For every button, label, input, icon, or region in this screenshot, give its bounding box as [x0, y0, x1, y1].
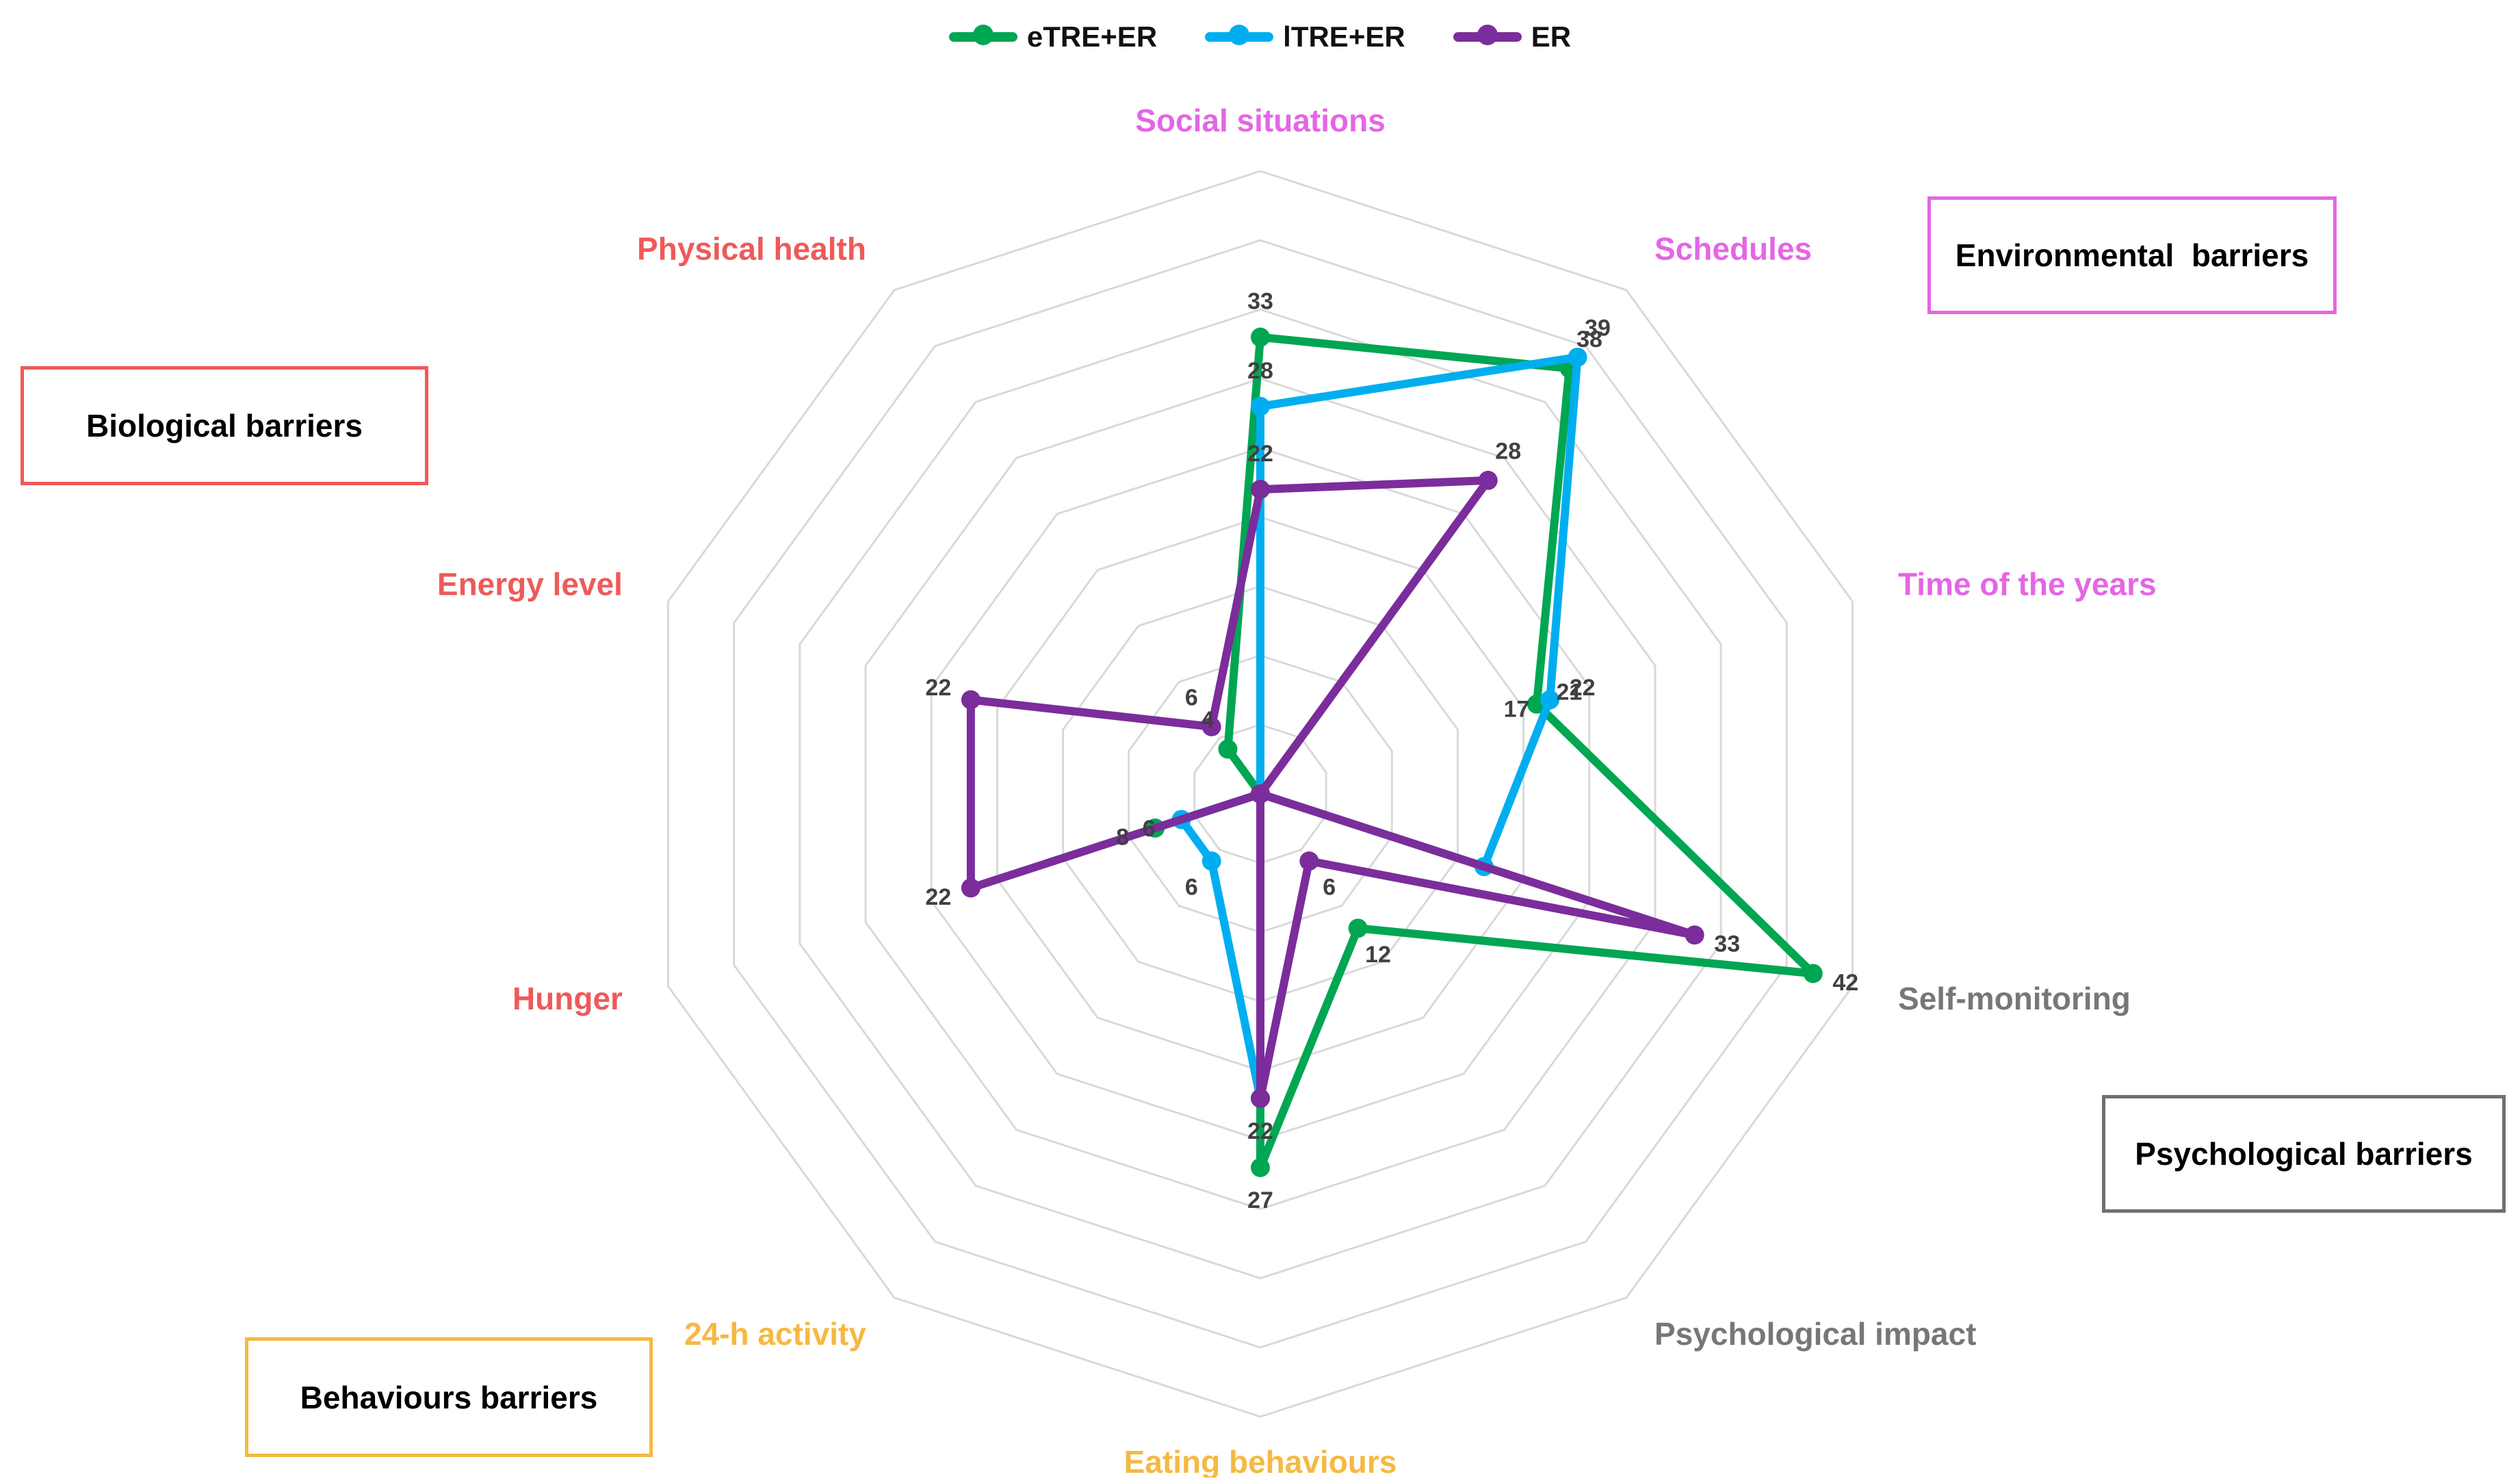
- value-label-7: 22: [1570, 675, 1596, 701]
- legend-swatch-ltre: [1205, 25, 1274, 45]
- value-label-4: 38: [1576, 326, 1602, 352]
- value-label-15: 6: [1185, 875, 1198, 901]
- category-label-5: Eating behaviours: [1124, 1444, 1397, 1478]
- legend-item-etre: eTRE+ER: [948, 21, 1158, 53]
- series-2-point-1: [1478, 470, 1498, 490]
- legend-swatch-etre: [948, 25, 1017, 45]
- series-0-point-3: [1803, 964, 1823, 983]
- category-label-3: Self-monitoring: [1898, 981, 2131, 1016]
- value-label-2: 22: [1247, 441, 1273, 467]
- series-0-point-9: [1218, 739, 1238, 759]
- series-1-point-6: [1201, 851, 1221, 871]
- category-label-4: Psychological impact: [1654, 1316, 1976, 1352]
- value-label-16: 8: [1116, 824, 1129, 850]
- group-box-psychological: Psychological barriers: [2102, 1095, 2506, 1213]
- series-2-point-8: [961, 690, 980, 710]
- group-box-environmental: Environmental barriers: [1927, 196, 2337, 314]
- group-box-behaviours: Behaviours barriers: [245, 1337, 653, 1457]
- series-1-point-0: [1251, 396, 1270, 416]
- legend-label-etre: eTRE+ER: [1026, 21, 1158, 53]
- group-box-biological: Biological barriers: [21, 366, 428, 485]
- category-label-7: Hunger: [512, 981, 623, 1016]
- series-2-point-6: [1251, 784, 1270, 803]
- series-line-1: [1177, 352, 1582, 1103]
- legend-label-ltre: lTRE+ER: [1283, 21, 1405, 53]
- category-label-8: Energy level: [437, 566, 623, 602]
- value-label-3: 39: [1585, 315, 1611, 341]
- category-label-2: Time of the years: [1898, 566, 2157, 602]
- value-label-0: 33: [1247, 289, 1273, 315]
- value-label-13: 27: [1247, 1187, 1273, 1213]
- value-label-12: 6: [1323, 875, 1336, 901]
- grid-ring-6: [864, 377, 1657, 1211]
- series-line-2: [966, 476, 1699, 1103]
- series-2-point-0: [1251, 480, 1270, 500]
- value-label-19: 22: [925, 675, 951, 701]
- category-label-9: Physical health: [637, 231, 866, 266]
- series-2-point-5: [1251, 1088, 1270, 1108]
- series-0-point-5: [1251, 1158, 1270, 1177]
- group-label-psychological: Psychological barriers: [2135, 1136, 2473, 1172]
- legend-item-ltre: lTRE+ER: [1205, 21, 1405, 53]
- group-label-biological: Biological barriers: [86, 408, 363, 443]
- value-label-11: 12: [1365, 942, 1391, 968]
- series-2-point-9: [1201, 717, 1221, 736]
- value-label-14: 22: [1247, 1118, 1273, 1144]
- value-label-5: 28: [1495, 438, 1521, 464]
- category-label-6: 24-h activity: [684, 1316, 866, 1352]
- grid-ring-8: [733, 239, 1788, 1349]
- value-label-9: 42: [1832, 970, 1858, 996]
- series-2-point-4: [1299, 851, 1319, 871]
- grid-ring-9: [667, 170, 1854, 1418]
- series-2-point-7: [961, 878, 980, 898]
- value-label-18: 22: [925, 884, 951, 910]
- series-0-point-0: [1251, 327, 1270, 347]
- value-label-8: 17: [1504, 696, 1530, 722]
- value-label-21: 6: [1185, 684, 1198, 710]
- category-label-0: Social situations: [1135, 103, 1386, 138]
- legend-swatch-er: [1453, 25, 1522, 45]
- series-1-point-2: [1540, 690, 1560, 710]
- grid-ring-7: [798, 308, 1722, 1280]
- value-label-17: 6: [1143, 816, 1156, 842]
- series-2-point-3: [1685, 925, 1704, 945]
- value-label-1: 28: [1247, 358, 1273, 384]
- value-label-6: 21: [1557, 679, 1583, 705]
- legend-item-er: ER: [1453, 21, 1571, 53]
- series-1-point-1: [1568, 347, 1587, 367]
- value-label-20: 4: [1201, 707, 1214, 733]
- group-label-behaviours: Behaviours barriers: [300, 1379, 598, 1415]
- value-label-10: 33: [1714, 931, 1740, 957]
- category-label-1: Schedules: [1654, 231, 1812, 266]
- legend-label-er: ER: [1531, 21, 1572, 53]
- group-label-environmental: Environmental barriers: [1955, 237, 2309, 273]
- legend: eTRE+ER lTRE+ER ER: [0, 21, 2520, 53]
- series-0-point-4: [1348, 918, 1368, 938]
